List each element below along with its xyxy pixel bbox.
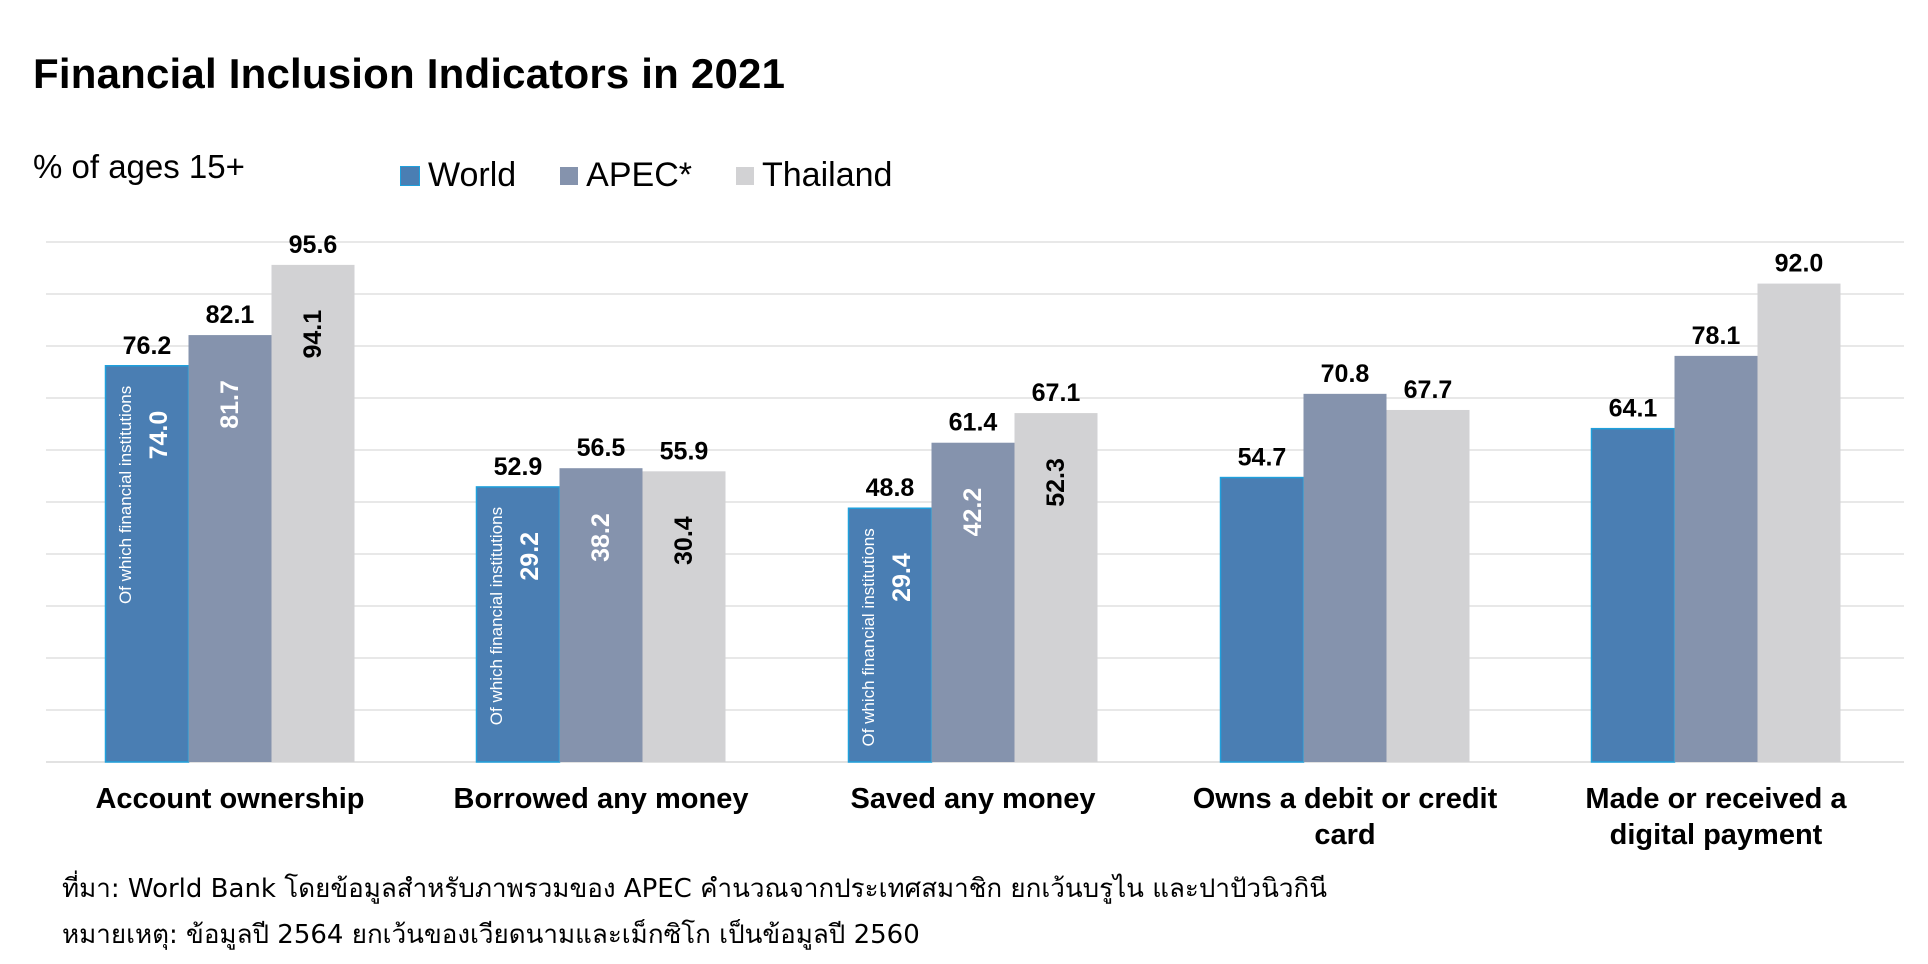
legend-label-thailand: Thailand [762,156,893,194]
bar-thailand [1757,283,1841,762]
category-label: Owns a debit or credit [1193,783,1498,815]
bar-world [104,365,190,763]
legend-label-world: World [428,156,517,194]
bar-apec [1303,393,1387,762]
note-footnote: หมายเหตุ: ข้อมูลปี 2564 ยกเว้นของเวียดนา… [62,920,920,950]
bar-world [847,507,933,763]
annotation-label: Of which financial institutions [116,386,135,604]
legend: World APEC* Thailand [400,156,892,195]
bar-apec [1674,355,1758,762]
chart-title: Financial Inclusion Indicators in 2021 [33,50,786,97]
inner-label-apec: 38.2 [587,513,615,562]
data-label-apec: 82.1 [206,301,255,329]
data-label-world: 54.7 [1238,444,1287,472]
data-label-thailand: 95.6 [289,231,338,259]
bar-thailand [271,264,355,762]
data-label-thailand: 67.7 [1404,376,1453,404]
inner-label-world: 29.4 [888,553,916,602]
inner-label-thailand: 30.4 [670,516,698,565]
data-label-apec: 56.5 [577,434,626,462]
inner-label-world: 74.0 [145,411,173,460]
legend-item-thailand: Thailand [736,156,892,195]
bar-world [1219,476,1305,763]
data-label-apec: 78.1 [1692,322,1741,350]
legend-swatch-apec [560,166,579,185]
category-label: Borrowed any money [454,783,749,815]
data-label-thailand: 67.1 [1032,379,1081,407]
data-label-world: 52.9 [494,453,543,481]
data-label-world: 76.2 [123,332,172,360]
legend-item-apec: APEC* [560,156,692,195]
category-label: card [1314,819,1375,851]
legend-swatch-thailand [736,166,754,185]
y-axis-unit-label: % of ages 15+ [33,148,245,185]
bar-apec [188,335,272,762]
category-label: Saved any money [851,783,1096,815]
data-label-world: 48.8 [866,474,915,502]
bar-chart: 76.2 74.0 52.9 29.2 48.8 29.4 54.7 64.1 82.1 81.7… [46,231,1904,851]
inner-label-apec: 81.7 [216,380,244,429]
inner-label-apec: 42.2 [959,488,987,537]
legend-label-apec: APEC* [586,156,692,194]
category-label: digital payment [1610,819,1823,851]
bar-world [475,486,561,763]
category-label: Account ownership [95,783,364,815]
data-label-apec: 70.8 [1321,360,1370,388]
bar-thailand [1386,409,1470,762]
annotation-label: Of which financial institutions [487,507,506,725]
inner-label-world: 29.2 [516,532,544,581]
data-label-thailand: 92.0 [1775,250,1824,278]
bar-world [1590,427,1676,763]
source-footnote: ที่มา: World Bank โดยข้อมูลสำหรับภาพรวมข… [62,874,1327,904]
bar-apec [931,442,1015,762]
data-label-thailand: 55.9 [660,437,709,465]
category-label: Made or received a [1585,783,1847,815]
bar-thailand [642,471,726,762]
annotation-label: Of which financial institutions [859,528,878,746]
data-label-apec: 61.4 [949,409,998,437]
inner-label-thailand: 94.1 [299,310,327,359]
data-label-world: 64.1 [1609,395,1658,423]
legend-swatch-world [400,165,420,186]
legend-item-world: World [400,156,516,195]
inner-label-thailand: 52.3 [1042,458,1070,507]
bar-thailand [1014,413,1098,762]
bar-apec [559,468,643,762]
